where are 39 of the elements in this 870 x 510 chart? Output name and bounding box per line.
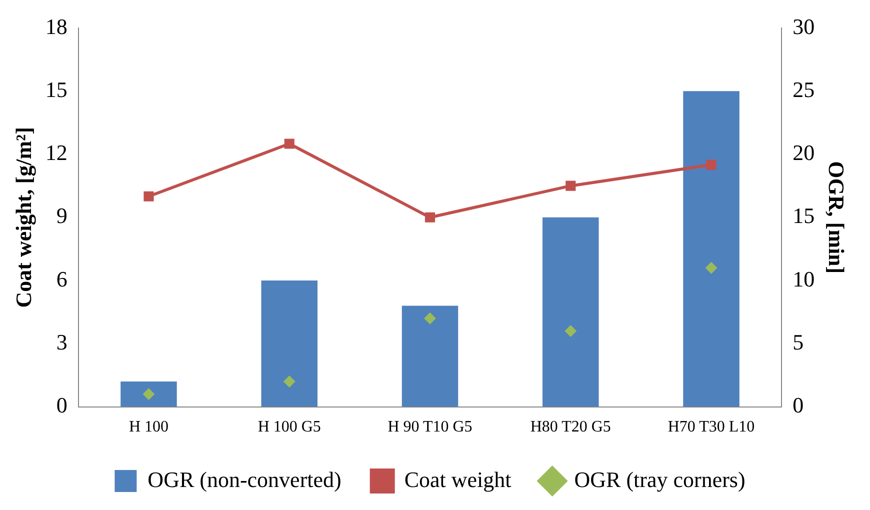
point bbox=[284, 138, 294, 149]
bar bbox=[542, 217, 599, 407]
y-tick-label: 0 bbox=[56, 392, 68, 418]
y-tick-label: 12 bbox=[45, 140, 68, 166]
y-tick-label: 6 bbox=[56, 266, 68, 292]
point bbox=[424, 312, 436, 324]
y-tick-label: 3 bbox=[56, 329, 68, 354]
bar bbox=[402, 306, 458, 407]
point bbox=[705, 262, 718, 274]
legend-label: OGR (non-converted) bbox=[148, 466, 342, 492]
y-tick-label: 15 bbox=[45, 76, 68, 102]
y-tick-label: 18 bbox=[45, 14, 68, 39]
y2-axis-title: OGR, [min] bbox=[824, 161, 850, 274]
legend-label: OGR (tray corners) bbox=[574, 466, 746, 492]
y-tick-label: 9 bbox=[56, 203, 68, 228]
y2-tick-label: 20 bbox=[792, 140, 815, 166]
y2-tick-label: 10 bbox=[792, 266, 815, 292]
bar bbox=[683, 91, 740, 407]
point bbox=[144, 191, 154, 202]
point bbox=[706, 160, 716, 170]
x-tick-label: H70 T30 L10 bbox=[668, 418, 755, 436]
x-tick-label: H 100 bbox=[128, 418, 168, 436]
y2-tick-label: 30 bbox=[792, 14, 815, 39]
point bbox=[424, 212, 436, 222]
bar bbox=[120, 382, 177, 407]
y-axis-title: Coat weight, [g/m²] bbox=[10, 127, 36, 308]
point bbox=[142, 388, 155, 400]
bar bbox=[261, 280, 318, 407]
legend-label: Coat weight bbox=[404, 466, 512, 492]
x-tick-label: H80 T20 G5 bbox=[530, 418, 611, 436]
point bbox=[564, 325, 577, 338]
x-tick-label: H 100 G5 bbox=[258, 418, 321, 436]
y2-tick-label: 15 bbox=[792, 203, 815, 228]
point bbox=[566, 180, 576, 191]
point bbox=[283, 376, 296, 388]
y2-tick-label: 25 bbox=[792, 76, 815, 102]
y2-tick-label: 0 bbox=[792, 392, 804, 418]
x-tick-label: H 90 T10 G5 bbox=[388, 418, 472, 436]
y2-tick-label: 5 bbox=[792, 329, 804, 354]
